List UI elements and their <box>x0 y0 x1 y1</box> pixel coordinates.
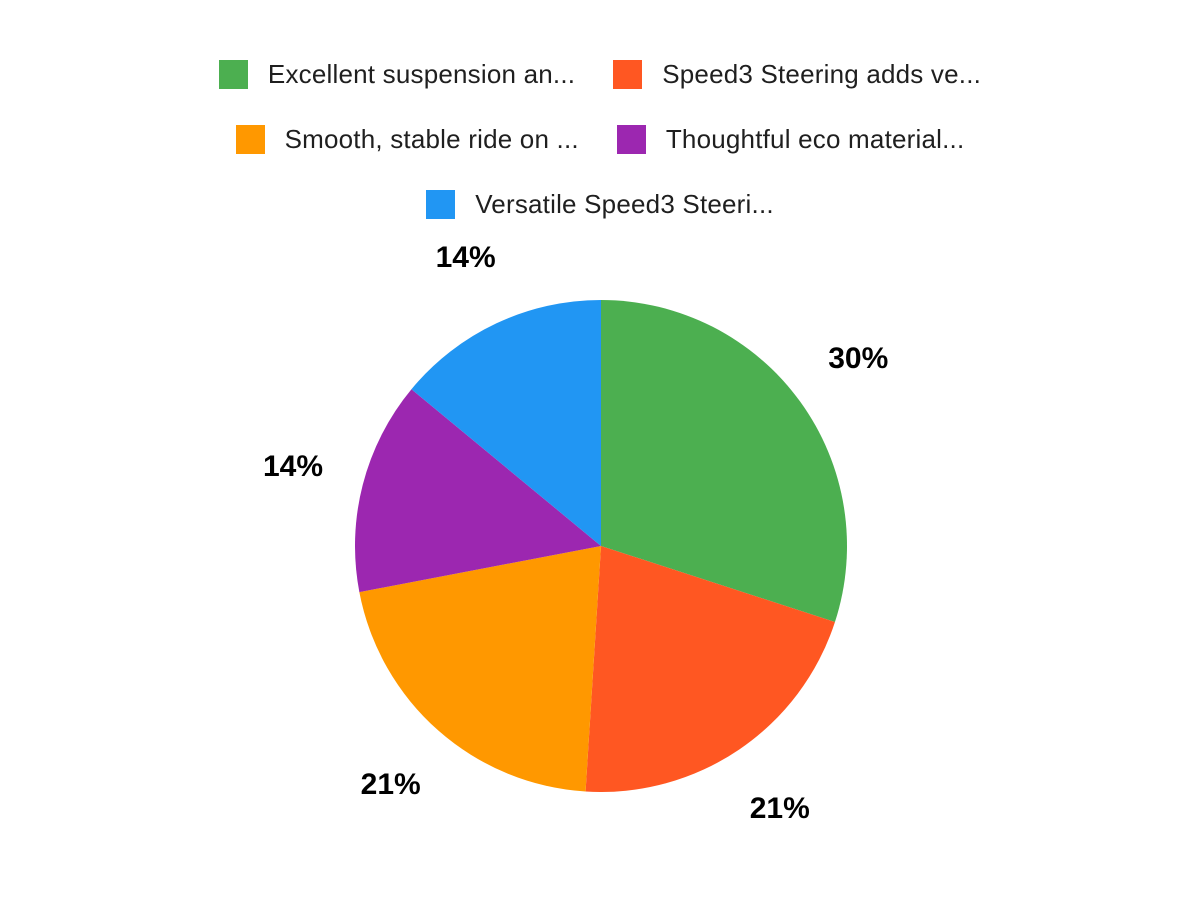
slice-label-1: 21% <box>749 792 810 825</box>
legend-row: Excellent suspension an... Speed3 Steerin… <box>218 59 981 90</box>
slice-label-3: 14% <box>262 449 324 483</box>
legend-label: Versatile Speed3 Steeri... <box>475 189 774 219</box>
legend-swatch-icon <box>616 125 646 154</box>
legend-swatch-icon <box>235 125 265 154</box>
legend-label: Speed3 Steering adds ve... <box>662 59 982 89</box>
legend-item-3: Thoughtful eco material... <box>616 124 965 155</box>
pie-slice-3[interactable] <box>355 389 601 593</box>
legend-label: Thoughtful eco material... <box>665 124 965 154</box>
pie-slice-1[interactable] <box>585 546 835 792</box>
legend-swatch-icon <box>613 60 643 89</box>
pie-slice-2[interactable] <box>359 546 601 792</box>
slice-label-0: 30% <box>828 342 889 376</box>
legend-label: Excellent suspension an... <box>267 59 576 89</box>
pie-slice-4[interactable] <box>411 300 601 546</box>
pie-slice-0[interactable] <box>601 300 847 623</box>
legend-swatch-icon <box>218 60 248 89</box>
legend-item-0: Excellent suspension an... <box>218 59 576 90</box>
legend-label: Smooth, stable ride on ... <box>284 124 579 154</box>
slice-label-2: 21% <box>360 767 421 801</box>
legend-item-2: Smooth, stable ride on ... <box>235 124 579 155</box>
legend-row: Versatile Speed3 Steeri... <box>426 189 774 220</box>
slice-label-4: 14% <box>435 241 496 275</box>
legend-swatch-icon <box>426 190 456 219</box>
pie-chart <box>355 300 847 792</box>
chart-legend: Excellent suspension an... Speed3 Steerin… <box>0 59 1200 220</box>
legend-item-4: Versatile Speed3 Steeri... <box>426 189 774 220</box>
legend-item-1: Speed3 Steering adds ve... <box>613 59 981 90</box>
legend-row: Smooth, stable ride on ... Thoughtful eco… <box>235 124 965 155</box>
